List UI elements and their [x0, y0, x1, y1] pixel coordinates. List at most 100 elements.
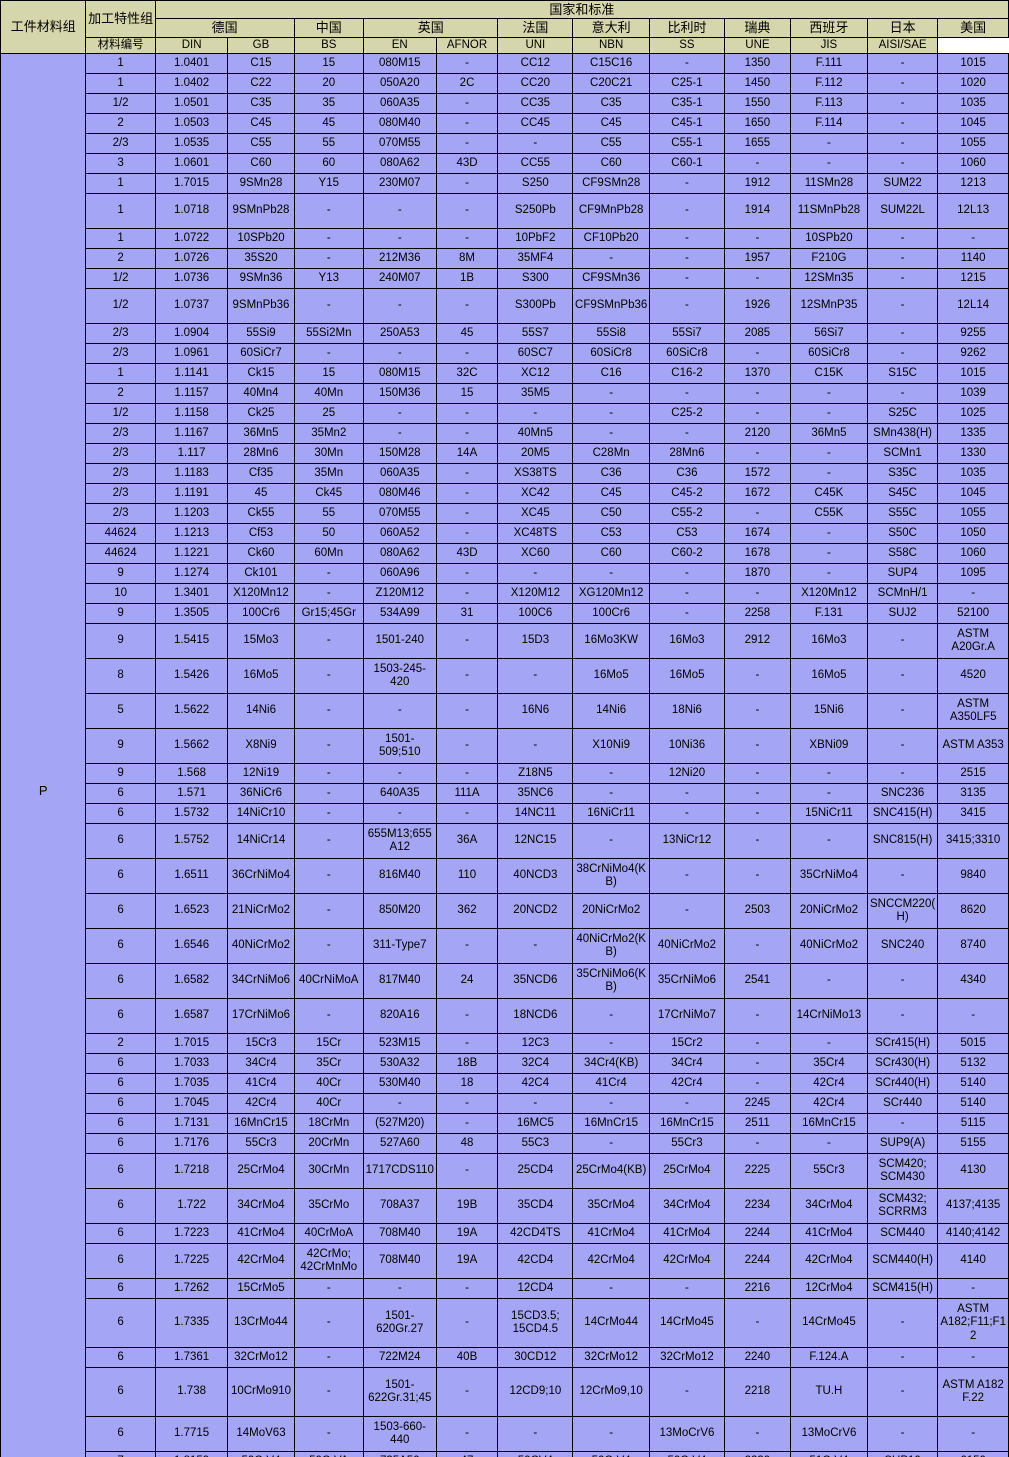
cell-jis: -	[866, 998, 939, 1035]
cell-aisi-sae: 1095	[937, 563, 1009, 585]
cell-din: 41CrMo4	[227, 1223, 295, 1245]
cell-din: 28Mn6	[227, 443, 295, 465]
cell-une: 16Mo5	[790, 658, 868, 695]
cell-une: F.113	[790, 93, 868, 115]
cell-jis: S58C	[866, 543, 939, 565]
cell-aisi-sae: 1060	[937, 153, 1009, 175]
cell-en: -	[435, 1278, 499, 1300]
cell-gb: -	[293, 1347, 364, 1369]
cell--: 1.0722	[154, 228, 229, 250]
cell-jis: -	[866, 763, 939, 785]
cell-aisi-sae: 1045	[937, 113, 1009, 135]
cell--: 1.7262	[154, 1278, 229, 1300]
cell-afnor: S300Pb	[497, 288, 574, 325]
cell-jis: SUM22	[866, 173, 939, 195]
cell-uni: -	[572, 763, 651, 785]
machining-group-value: 6	[85, 1053, 156, 1075]
cell--: 1.0601	[154, 153, 229, 175]
cell-gb: 40CrMoA	[293, 1223, 364, 1245]
machining-group-value: 44624	[85, 523, 156, 545]
table-row: 1 1.7015 9SMn28 Y15 230M07- S250 CF9SMn28-1912…	[1, 173, 1009, 195]
cell-uni: 16Mo5	[572, 658, 651, 695]
cell-jis: S50C	[866, 523, 939, 545]
machining-group-value: 2/3	[85, 133, 156, 155]
cell--: 1.6587	[154, 998, 229, 1035]
cell-afnor: 42CD4TS	[497, 1223, 574, 1245]
cell-en: -	[435, 728, 499, 765]
cell-uni: -	[572, 248, 651, 270]
cell-jis: -	[866, 268, 939, 290]
cell--: 1.7335	[154, 1298, 229, 1349]
table-row: 6 1.5732 14NiCr10- - -14NC11 16NiCr11- -15NiCr…	[1, 803, 1009, 825]
cell-nbn: -	[649, 193, 725, 230]
cell-din: 42Cr4	[227, 1093, 295, 1115]
cell-ss: 2244	[723, 1223, 792, 1245]
cell-bs: 250A53	[362, 323, 437, 345]
cell-gb: -	[293, 763, 364, 785]
cell-une: 42Cr4	[790, 1093, 868, 1115]
cell-bs: 150M28	[362, 443, 437, 465]
cell-afnor: 35MF4	[497, 248, 574, 270]
cell-en: 8M	[435, 248, 499, 270]
cell-ss: 1370	[723, 363, 792, 385]
table-row: 1 1.1141 Ck15 15 080M15 32C XC12 C16 C16-2 1370 C1…	[1, 363, 1009, 385]
cell-une: 11SMn28	[790, 173, 868, 195]
cell--: 1.722	[154, 1188, 229, 1225]
cell-din: 100Cr6	[227, 603, 295, 625]
cell-nbn: C60-1	[649, 153, 725, 175]
table-row: 2 1.1157 40Mn4 40Mn 150M36 15 35M5- - - - -1039	[1, 383, 1009, 405]
cell--: 1.1183	[154, 463, 229, 485]
cell-nbn: 34Cr4	[649, 1053, 725, 1075]
cell-nbn: -	[649, 173, 725, 195]
cell-ss: -	[723, 228, 792, 250]
cell-uni: C36	[572, 463, 651, 485]
cell-afnor: X120M12	[497, 583, 574, 605]
header-standard-0: 材料编号	[85, 36, 156, 55]
cell-gb: 18CrMn	[293, 1113, 364, 1135]
cell-en: -	[435, 523, 499, 545]
cell-aisi-sae: 1045	[937, 483, 1009, 505]
cell-din: 16Mo5	[227, 658, 295, 695]
cell-nbn: 28Mn6	[649, 443, 725, 465]
cell-afnor: 25CD4	[497, 1153, 574, 1190]
cell-une: 41CrMo4	[790, 1223, 868, 1245]
cell-jis: SCr440	[866, 1093, 939, 1115]
cell-jis: S35C	[866, 463, 939, 485]
cell-din: 15Cr3	[227, 1033, 295, 1055]
cell-afnor: 40NCD3	[497, 858, 574, 895]
table-row: 6 1.6587 17CrNiMo6-820A16-18NCD6-17CrNiMo7…	[1, 998, 1009, 1035]
cell-afnor: 15D3	[497, 623, 574, 660]
cell-ss: -	[723, 858, 792, 895]
cell-gb: 55	[293, 133, 364, 155]
cell-uni: 16Mo3KW	[572, 623, 651, 660]
cell-uni: C60	[572, 153, 651, 175]
machining-group-value: 9	[85, 728, 156, 765]
cell-une: -	[790, 1033, 868, 1055]
cell-nbn: 25CrMo4	[649, 1153, 725, 1190]
cell-afnor: CC12	[497, 53, 574, 75]
cell-nbn: 15Cr2	[649, 1033, 725, 1055]
cell-bs: -	[362, 228, 437, 250]
cell-aisi-sae: 6150	[937, 1451, 1009, 1457]
cell-jis: -	[866, 383, 939, 405]
cell-uni: C55	[572, 133, 651, 155]
cell-gb: 40Cr	[293, 1093, 364, 1115]
table-row: 6 1.7361 32CrMo12-722M24 40B 30CD12 32CrMo12 3…	[1, 1347, 1009, 1369]
cell-aisi-sae: 1035	[937, 463, 1009, 485]
cell-en: 32C	[435, 363, 499, 385]
cell-din: 42CrMo4	[227, 1243, 295, 1280]
cell-afnor: S300	[497, 268, 574, 290]
cell-jis: SNC240	[866, 928, 939, 965]
machining-group-value: 8	[85, 658, 156, 695]
cell-ss: -	[723, 443, 792, 465]
cell-din: 14Ni6	[227, 693, 295, 730]
cell-une: F.114	[790, 113, 868, 135]
cell-uni: -	[572, 383, 651, 405]
cell-en: -	[435, 113, 499, 135]
cell-gb: 60	[293, 153, 364, 175]
cell-din: 17CrNiMo6	[227, 998, 295, 1035]
cell-ss: 1914	[723, 193, 792, 230]
cell-afnor: XC60	[497, 543, 574, 565]
cell--: 1.0904	[154, 323, 229, 345]
cell-uni: C45	[572, 483, 651, 505]
